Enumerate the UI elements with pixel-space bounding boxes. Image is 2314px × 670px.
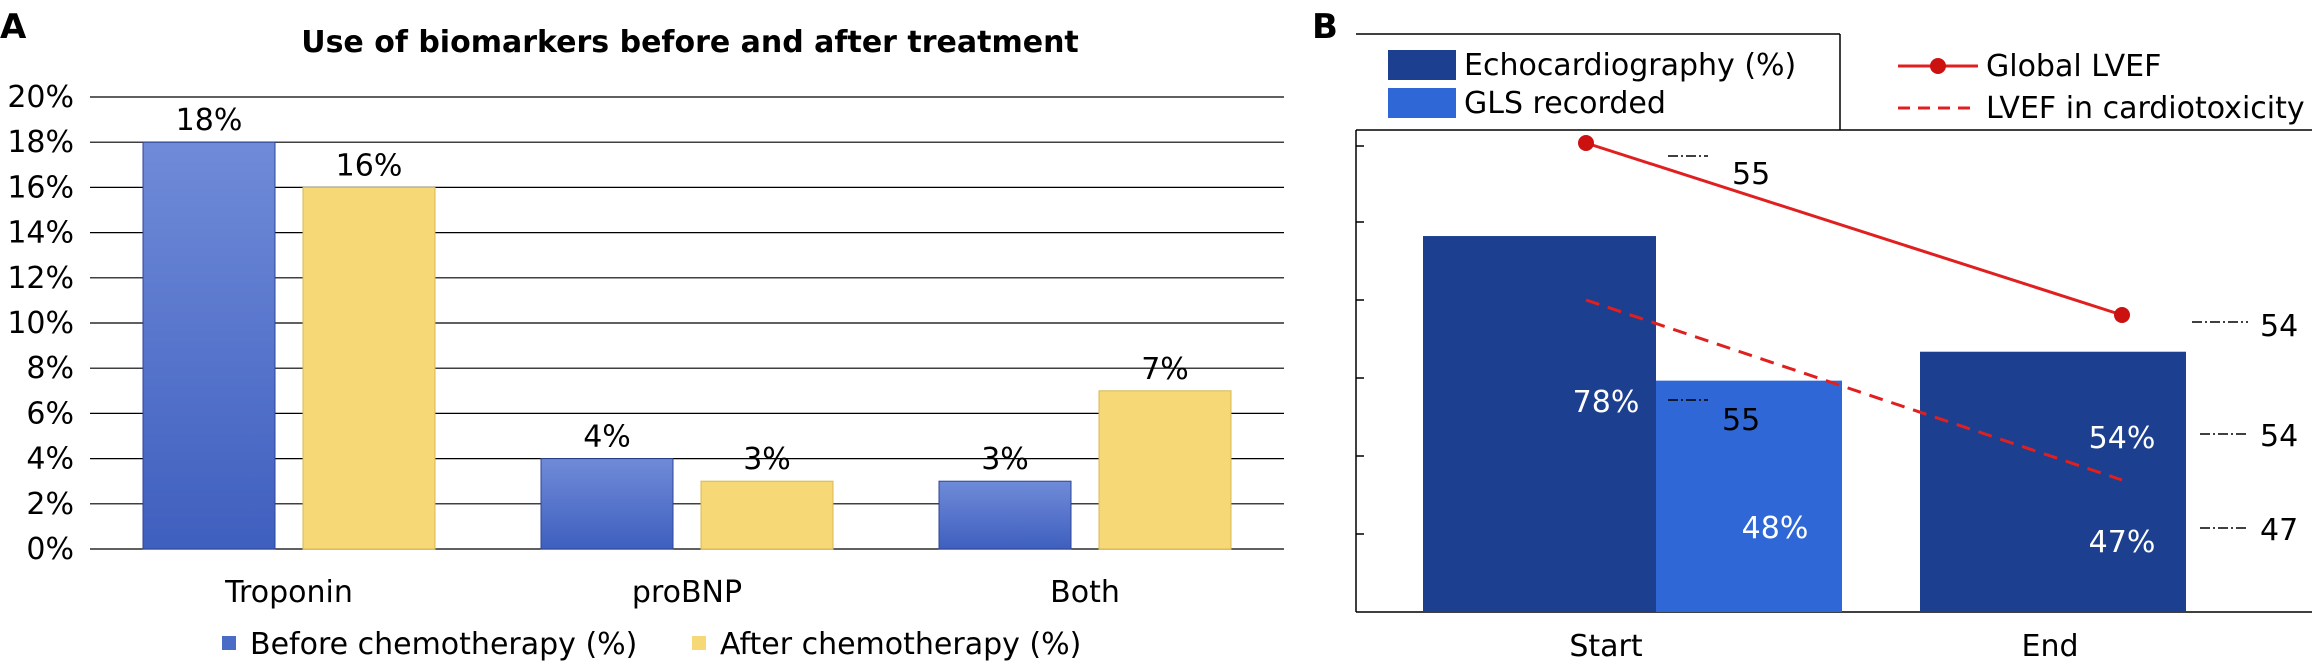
legend-swatch-before xyxy=(222,636,236,650)
panel-a-title: Use of biomarkers before and after treat… xyxy=(301,25,1079,60)
y-tick-label: 10% xyxy=(7,306,74,341)
panel-b-leader-lines xyxy=(1668,155,2248,529)
panel-a-x-ticks: Troponin proBNP Both xyxy=(224,575,1120,610)
y-tick-label: 2% xyxy=(26,487,74,522)
legend-swatch-echo xyxy=(1388,50,1456,80)
panel-a-gridlines xyxy=(90,96,1284,550)
y-tick-label: 0% xyxy=(26,532,74,567)
x-tick-label: proBNP xyxy=(632,575,742,610)
panel-a-label: A xyxy=(0,7,27,47)
panel-b-line-labels: 55 55 xyxy=(1722,157,1770,438)
panel-a: A Use of biomarkers before and after tre… xyxy=(0,7,1284,662)
panel-a-legend: Before chemotherapy (%) After chemothera… xyxy=(222,627,1081,662)
line-label-gls-start-value: 55 xyxy=(1722,403,1760,438)
side-label-2: 54 xyxy=(2260,419,2298,454)
panel-b-bars xyxy=(1423,236,2186,613)
y-tick-label: 12% xyxy=(7,261,74,296)
bar-value-label: 7% xyxy=(1141,352,1189,387)
panel-b-lines xyxy=(1578,135,2130,482)
bar-value-label: 16% xyxy=(336,148,403,183)
bar-echo-start xyxy=(1423,236,1656,613)
bar-label-echo-start: 78% xyxy=(1573,385,1640,420)
panel-b-y-ticks xyxy=(1356,145,1364,535)
x-tick-label: End xyxy=(2021,629,2078,664)
x-tick-label: Start xyxy=(1569,629,1643,664)
panel-a-bar-labels: 18% 16% 4% 3% 3% 7% xyxy=(176,103,1189,477)
legend-label-lvef-cardiotoxicity: LVEF in cardiotoxicity xyxy=(1986,91,2305,126)
y-tick-label: 14% xyxy=(7,216,74,251)
bar xyxy=(302,186,436,550)
bar xyxy=(142,141,276,550)
line-label-global-lvef-start: 55 xyxy=(1732,157,1770,192)
side-label-3: 47 xyxy=(2260,513,2298,548)
bar xyxy=(938,480,1072,550)
legend-swatch-gls xyxy=(1388,88,1456,118)
y-tick-label: 4% xyxy=(26,442,74,477)
y-tick-label: 18% xyxy=(7,125,74,160)
bar xyxy=(540,458,674,550)
bar-value-label: 4% xyxy=(583,420,631,455)
y-tick-label: 8% xyxy=(26,351,74,386)
panel-a-bars xyxy=(142,141,1232,550)
bar-label-gls-start: 48% xyxy=(1742,511,1809,546)
bar-gls-start xyxy=(1656,380,1842,612)
legend-label-echo: Echocardiography (%) xyxy=(1464,48,1796,83)
y-tick-label: 16% xyxy=(7,170,74,205)
bar xyxy=(700,480,834,550)
marker-global-lvef-start xyxy=(1578,135,1594,151)
panel-b: B Echocardiography (%) GLS recorded Glob… xyxy=(1312,7,2312,664)
y-tick-label: 6% xyxy=(26,396,74,431)
bar-value-label: 3% xyxy=(743,442,791,477)
x-tick-label: Troponin xyxy=(224,575,353,610)
panel-a-y-ticks: 0% 2% 4% 6% 8% 10% 12% 14% 16% 18% 20% xyxy=(7,80,74,567)
bar-label-gls-end: 47% xyxy=(2089,525,2156,560)
legend-label-global-lvef: Global LVEF xyxy=(1986,49,2161,84)
panel-b-bar-labels: 78% 48% 54% 47% xyxy=(1573,385,2156,560)
panel-b-label: B xyxy=(1312,7,1338,47)
legend-label-after: After chemotherapy (%) xyxy=(720,627,1081,662)
bar-label-echo-end: 54% xyxy=(2089,421,2156,456)
side-label-1: 54 xyxy=(2260,309,2298,344)
bar-value-label: 18% xyxy=(176,103,243,138)
bar-value-label: 3% xyxy=(981,442,1029,477)
legend-label-before: Before chemotherapy (%) xyxy=(250,627,637,662)
x-tick-label: Both xyxy=(1050,575,1120,610)
bar-echo-end xyxy=(1920,351,2186,612)
legend-swatch-after xyxy=(692,636,706,650)
legend-label-gls: GLS recorded xyxy=(1464,86,1666,121)
y-tick-label: 20% xyxy=(7,80,74,115)
panel-b-x-ticks: Start End xyxy=(1569,629,2078,664)
bar xyxy=(1098,390,1232,550)
legend-marker-global-lvef xyxy=(1930,58,1946,74)
marker-global-lvef-end xyxy=(2114,307,2130,323)
line-lvef-cardiotoxicity xyxy=(1585,298,2123,482)
line-global-lvef xyxy=(1585,141,2123,317)
